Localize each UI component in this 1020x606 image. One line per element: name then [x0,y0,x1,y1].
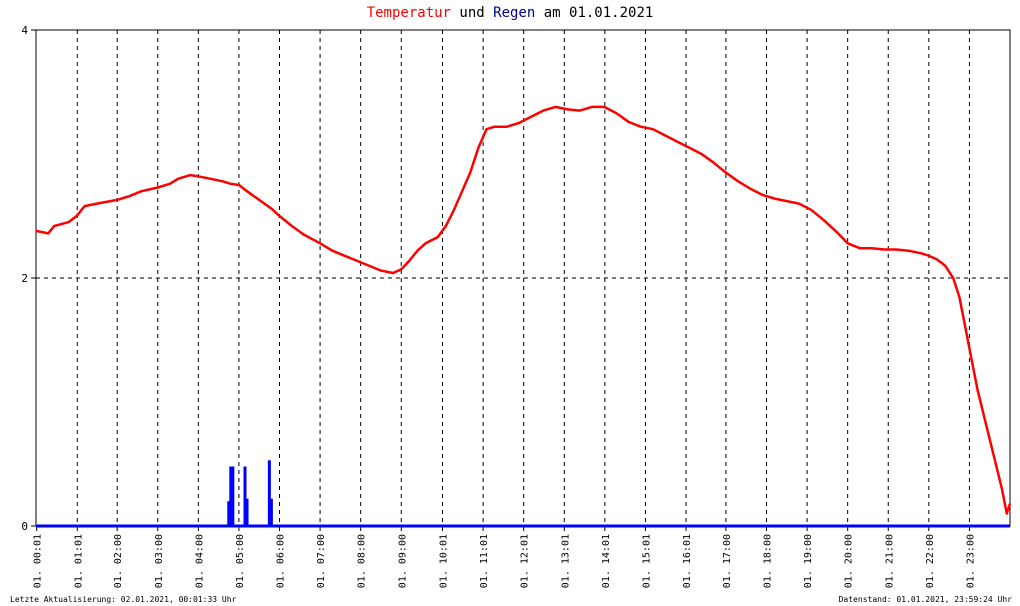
x-tick-label: 01. 15:01 [641,534,652,588]
x-tick-label: 01. 20:00 [844,534,855,588]
chart-title: Temperatur und Regen am 01.01.2021 [0,5,1020,21]
x-tick-label: 01. 08:00 [357,534,368,588]
y-tick-label: 4 [21,24,28,37]
footer-data-status: Datenstand: 01.01.2021, 23:59:24 Uhr [838,595,1012,604]
title-date: am 01.01.2021 [535,5,654,21]
x-tick-label: 01. 03:00 [154,534,165,588]
x-tick-label: 01. 04:00 [194,534,205,588]
x-tick-label: 01. 18:00 [763,534,774,588]
title-und: und [450,5,494,21]
x-tick-label: 01. 09:00 [397,534,408,588]
rain-bar [227,501,231,526]
y-tick-label: 2 [21,272,28,285]
x-tick-label: 01. 22:00 [925,534,936,588]
y-tick-label: 0 [21,520,28,533]
rain-bar [229,466,233,526]
x-tick-label: 01. 16:01 [682,534,693,588]
x-tick-label: 01. 14:01 [601,534,612,588]
x-tick-label: 01. 10:01 [439,534,450,588]
rain-bar [267,460,271,526]
footer-last-update: Letzte Aktualisierung: 02.01.2021, 00:01… [10,595,237,604]
rain-bar [245,498,249,526]
x-tick-label: 01. 05:00 [235,534,246,588]
rain-bar [269,498,273,526]
x-tick-label: 01. 00:01 [33,534,44,588]
x-tick-label: 01. 11:01 [479,534,490,588]
x-tick-label: 01. 06:00 [276,534,287,588]
x-tick-label: 01. 12:01 [520,534,531,588]
x-tick-label: 01. 19:00 [803,534,814,588]
x-tick-label: 01. 01:01 [73,534,84,588]
x-tick-label: 01. 13:01 [560,534,571,588]
title-temperature: Temperatur [366,5,451,21]
x-tick-label: 01. 02:00 [113,534,124,588]
title-rain: Regen [493,5,536,21]
x-tick-label: 01. 07:00 [316,534,327,588]
x-tick-label: 01. 21:00 [884,534,895,588]
x-tick-label: 01. 17:00 [722,534,733,588]
temperature-line [35,105,1012,515]
rain-bar [231,466,235,526]
rain-bar [243,466,247,526]
x-tick-label: 01. 23:00 [965,534,976,588]
